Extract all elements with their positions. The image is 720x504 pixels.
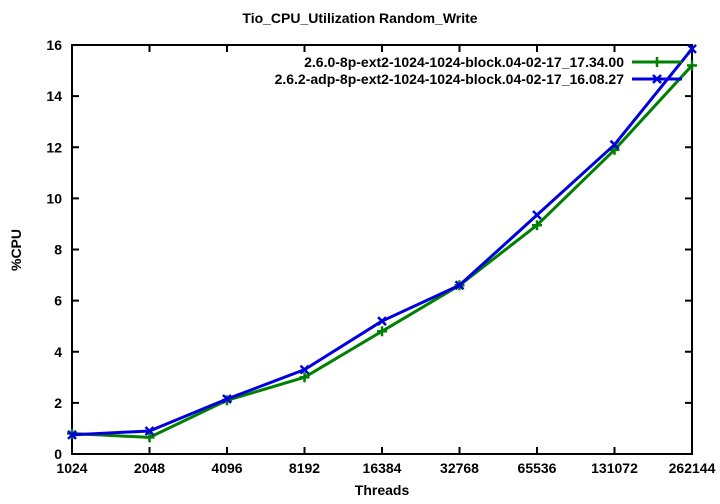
- y-tick-label: 4: [54, 344, 62, 360]
- y-tick-label: 8: [54, 242, 62, 258]
- y-tick-label: 14: [46, 88, 62, 104]
- x-tick-label: 4096: [211, 460, 242, 476]
- legend-sample-marker: [652, 74, 662, 84]
- y-tick-label: 2: [54, 395, 62, 411]
- x-tick-label: 8192: [289, 460, 320, 476]
- y-tick-label: 12: [46, 139, 62, 155]
- y-tick-label: 10: [46, 190, 62, 206]
- x-axis-label: Threads: [354, 482, 410, 498]
- series-marker: [532, 210, 542, 220]
- series-marker: [144, 426, 155, 436]
- series-marker: [222, 394, 232, 404]
- y-tick-label: 0: [54, 446, 62, 462]
- chart-title: Tio_CPU_Utilization Random_Write: [242, 10, 478, 26]
- x-tick-label: 16384: [363, 460, 402, 476]
- y-axis-label: %CPU: [8, 228, 24, 272]
- series-marker: [687, 43, 697, 54]
- x-tick-label: 1024: [56, 460, 87, 476]
- legend-label: 2.6.2-adp-8p-ext2-1024-1024-block.04-02-…: [275, 71, 625, 87]
- series-marker: [609, 139, 620, 150]
- series-marker: [454, 280, 465, 291]
- series-marker: [299, 364, 310, 375]
- series-line: [70, 47, 694, 437]
- legend-label: 2.6.0-8p-ext2-1024-1024-block.04-02-17_1…: [304, 54, 624, 70]
- x-tick-label: 65536: [518, 460, 557, 476]
- series-marker: [67, 429, 77, 440]
- series-marker: [377, 316, 387, 326]
- x-tick-label: 32768: [440, 460, 479, 476]
- y-tick-label: 6: [54, 293, 62, 309]
- x-tick-label: 2048: [134, 460, 165, 476]
- x-tick-label: 262144: [669, 460, 716, 476]
- plot-border: [71, 44, 693, 455]
- y-tick-label: 16: [46, 37, 62, 53]
- series-line: [70, 63, 694, 439]
- x-tick-label: 131072: [591, 460, 638, 476]
